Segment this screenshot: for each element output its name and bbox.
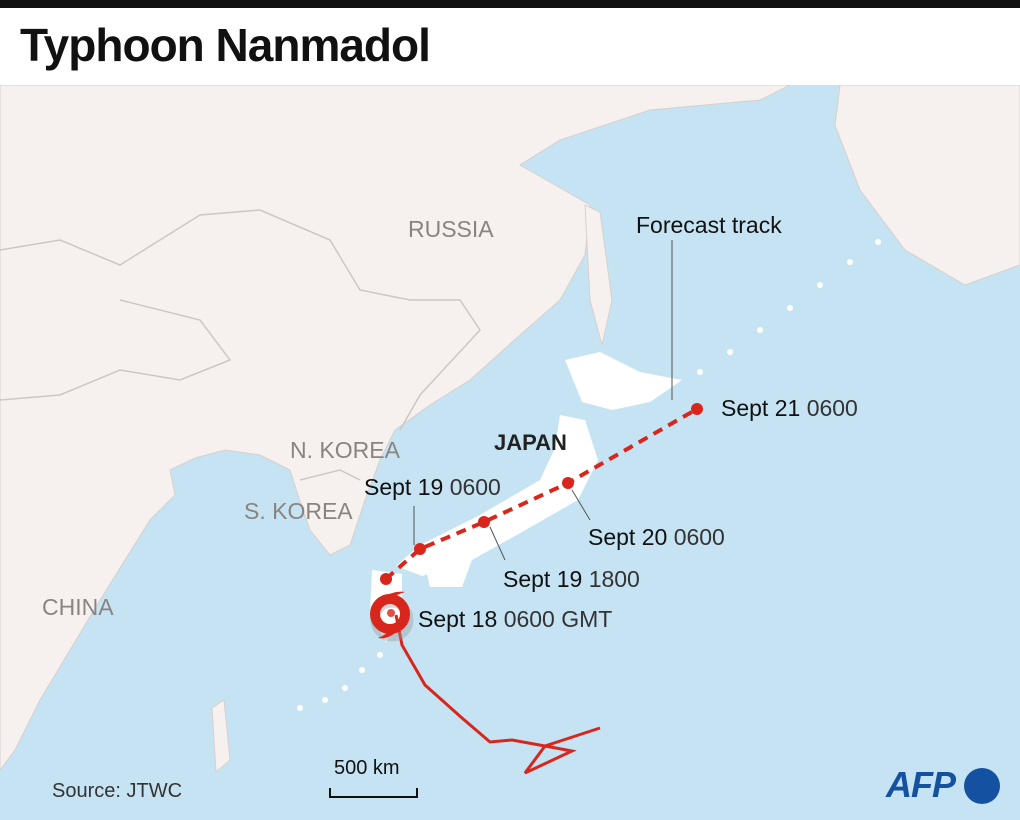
label-south-korea: S. KOREA: [244, 498, 353, 524]
point-label: Sept 19 1800: [503, 566, 640, 592]
scale-label: 500 km: [334, 757, 400, 779]
source-note: Source: JTWC: [52, 780, 183, 802]
borders: [0, 209, 481, 481]
track-point: [380, 573, 392, 585]
map: [0, 85, 1020, 820]
label-china: CHINA: [42, 594, 114, 620]
track-point: [691, 403, 703, 415]
mainland: [0, 85, 1020, 774]
scale-bar: [329, 788, 418, 798]
typhoon-icon: [370, 591, 414, 642]
track-point: [478, 516, 490, 528]
leader-lines: [413, 240, 673, 561]
track-point: [414, 543, 426, 555]
track-point: [562, 477, 574, 489]
point-label: Sept 18 0600 GMT: [418, 606, 613, 632]
afp-logo-dot: [964, 768, 1000, 804]
point-label: Sept 20 0600: [588, 524, 725, 550]
label-japan: JAPAN: [494, 430, 567, 455]
page-title: Typhoon Nanmadol: [20, 19, 431, 71]
forecast-track: [384, 407, 698, 581]
afp-logo: AFP: [886, 764, 956, 805]
point-label: Sept 21 0600: [721, 395, 858, 421]
label-russia: RUSSIA: [408, 216, 494, 242]
track-points: [380, 403, 703, 585]
point-label: Sept 19 0600: [364, 474, 501, 500]
top-rule: [0, 0, 1020, 8]
past-track: [394, 614, 601, 775]
label-north-korea: N. KOREA: [290, 437, 400, 463]
forecast-track-label: Forecast track: [636, 212, 782, 238]
